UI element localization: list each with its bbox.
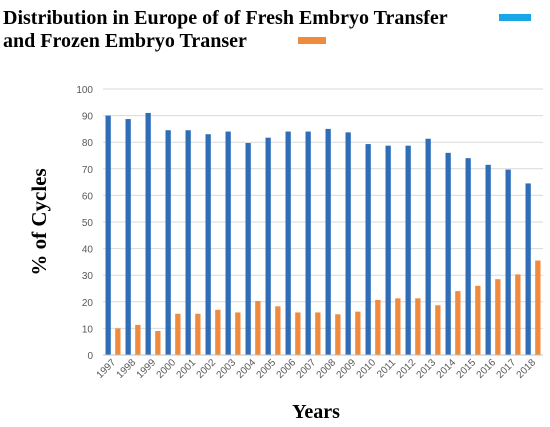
y-tick-label: 90 xyxy=(82,112,94,123)
x-tick-label: 1997 xyxy=(95,357,119,381)
bar-fresh xyxy=(525,183,531,355)
x-tick-label: 1998 xyxy=(115,357,139,381)
bar-fresh xyxy=(305,131,311,355)
bar-frozen xyxy=(215,309,221,355)
y-tick-label: 10 xyxy=(82,324,94,335)
bar-frozen xyxy=(415,298,421,355)
x-tick-label: 2010 xyxy=(355,357,379,381)
x-tick-label: 2017 xyxy=(495,357,519,381)
bar-fresh xyxy=(205,134,211,355)
y-tick-label: 70 xyxy=(82,165,94,176)
bar-fresh xyxy=(465,158,471,355)
y-axis-label: % of Cycles xyxy=(27,168,51,275)
y-axis-ticks: 0 10 20 30 40 50 60 70 80 90 100 xyxy=(76,85,93,362)
x-tick-label: 2014 xyxy=(435,357,459,381)
bar-fresh xyxy=(105,115,111,355)
bar-fresh xyxy=(365,144,371,355)
bar-frozen xyxy=(375,299,381,355)
y-tick-label: 100 xyxy=(76,85,93,96)
x-tick-label: 1999 xyxy=(135,357,159,381)
y-tick-label: 0 xyxy=(87,351,93,362)
bar-frozen xyxy=(355,311,361,355)
bar-fresh xyxy=(245,142,251,355)
bar-fresh xyxy=(225,131,231,355)
bar-fresh xyxy=(165,130,171,355)
bar-fresh xyxy=(325,128,331,355)
bar-fresh xyxy=(285,131,291,355)
x-tick-label: 2004 xyxy=(235,357,259,381)
bar-fresh xyxy=(505,169,511,355)
bar-frozen xyxy=(275,306,281,355)
x-tick-label: 2012 xyxy=(395,357,419,381)
bar-frozen xyxy=(335,314,341,355)
x-axis-label: Years xyxy=(292,401,340,423)
x-tick-label: 2013 xyxy=(415,357,439,381)
x-tick-label: 2007 xyxy=(295,357,319,381)
x-tick-label: 2002 xyxy=(195,357,219,381)
bar-fresh xyxy=(185,130,191,355)
bar-frozen xyxy=(535,260,541,355)
x-tick-label: 2009 xyxy=(335,357,359,381)
x-tick-label: 2001 xyxy=(175,357,199,381)
bar-frozen xyxy=(435,305,441,355)
x-tick-label: 2003 xyxy=(215,357,239,381)
bar-frozen xyxy=(395,298,401,355)
x-axis-ticks: 1997199819992000200120022003200420052006… xyxy=(95,357,539,381)
bar-frozen xyxy=(315,312,321,355)
bar-frozen xyxy=(495,279,501,355)
bar-fresh xyxy=(265,137,271,355)
bar-fresh xyxy=(385,145,391,355)
bar-frozen xyxy=(455,291,461,355)
x-tick-label: 2016 xyxy=(475,357,499,381)
y-tick-label: 40 xyxy=(82,245,94,256)
bar-fresh xyxy=(145,112,151,355)
y-tick-label: 80 xyxy=(82,138,94,149)
x-tick-label: 2015 xyxy=(455,357,479,381)
x-tick-label: 2008 xyxy=(315,357,339,381)
bars xyxy=(105,112,541,355)
bar-fresh xyxy=(345,132,351,355)
x-tick-label: 2005 xyxy=(255,357,279,381)
bar-fresh xyxy=(445,152,451,355)
bar-frozen xyxy=(155,331,161,355)
bar-frozen xyxy=(175,313,181,355)
x-tick-label: 2018 xyxy=(515,357,539,381)
bar-frozen xyxy=(135,324,141,355)
x-tick-label: 2000 xyxy=(155,357,179,381)
bar-frozen xyxy=(255,301,261,355)
chart-title-line-2: and Frozen Embryo Transer xyxy=(3,30,247,52)
bar-frozen xyxy=(115,328,121,355)
legend-swatch-frozen xyxy=(298,37,326,44)
bar-fresh xyxy=(125,119,131,355)
y-tick-label: 30 xyxy=(82,271,94,282)
bar-frozen xyxy=(195,313,201,355)
bar-frozen xyxy=(295,312,301,355)
x-tick-label: 2006 xyxy=(275,357,299,381)
bar-fresh xyxy=(405,145,411,355)
x-tick-label: 2011 xyxy=(375,357,398,380)
bar-frozen xyxy=(235,312,241,355)
legend-swatch-fresh xyxy=(499,14,531,21)
bar-fresh xyxy=(485,164,491,355)
gridlines xyxy=(103,88,543,329)
chart-title-line-1: Distribution in Europe of of Fresh Embry… xyxy=(3,7,448,29)
y-tick-label: 60 xyxy=(82,191,94,202)
bar-frozen xyxy=(475,285,481,355)
y-tick-label: 20 xyxy=(82,298,94,309)
y-tick-label: 50 xyxy=(82,218,94,229)
bar-frozen xyxy=(515,274,521,355)
bar-fresh xyxy=(425,138,431,355)
